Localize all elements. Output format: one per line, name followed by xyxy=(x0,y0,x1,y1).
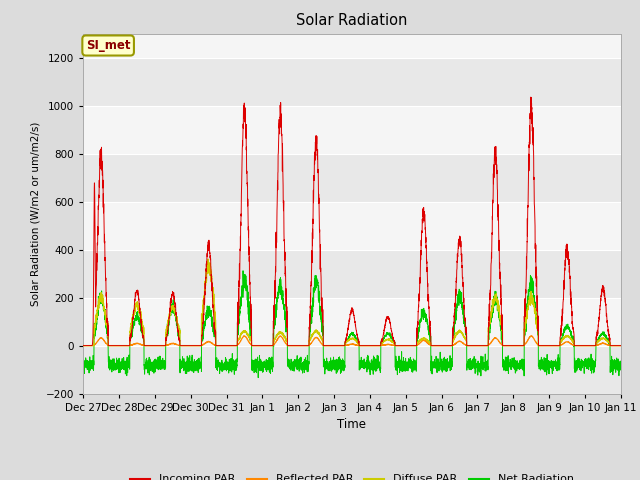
Reflected PAR xyxy=(443,343,451,348)
Diffuse PAR xyxy=(617,343,625,348)
Y-axis label: Solar Radiation (W/m2 or um/m2/s): Solar Radiation (W/m2 or um/m2/s) xyxy=(30,121,40,306)
Net Radiation xyxy=(503,359,511,365)
Line: Diffuse PAR: Diffuse PAR xyxy=(83,259,621,346)
Reflected PAR xyxy=(176,343,184,348)
Net Radiation xyxy=(473,365,481,371)
Net Radiation xyxy=(443,363,451,369)
Bar xyxy=(83,202,621,250)
Net Radiation xyxy=(239,268,247,274)
Incoming PAR xyxy=(176,343,184,348)
Reflected PAR xyxy=(332,343,340,348)
Incoming PAR xyxy=(443,343,451,348)
Net Radiation xyxy=(616,364,624,370)
Reflected PAR xyxy=(503,343,511,348)
Bar xyxy=(83,298,621,346)
X-axis label: Time: Time xyxy=(337,418,367,431)
Incoming PAR xyxy=(503,343,511,348)
Net Radiation xyxy=(79,359,87,364)
Line: Reflected PAR: Reflected PAR xyxy=(83,336,621,346)
Bar xyxy=(83,106,621,154)
Bar xyxy=(83,250,621,298)
Diffuse PAR xyxy=(472,343,480,348)
Diffuse PAR xyxy=(204,256,212,262)
Net Radiation xyxy=(254,375,262,381)
Incoming PAR xyxy=(616,343,624,348)
Bar xyxy=(83,58,621,106)
Reflected PAR xyxy=(527,333,535,339)
Diffuse PAR xyxy=(443,343,451,348)
Line: Incoming PAR: Incoming PAR xyxy=(83,97,621,346)
Bar xyxy=(83,154,621,202)
Text: SI_met: SI_met xyxy=(86,39,131,52)
Diffuse PAR xyxy=(616,343,624,348)
Diffuse PAR xyxy=(79,343,87,348)
Bar xyxy=(83,346,621,394)
Reflected PAR xyxy=(79,343,87,348)
Reflected PAR xyxy=(472,343,480,348)
Incoming PAR xyxy=(617,343,625,348)
Title: Solar Radiation: Solar Radiation xyxy=(296,13,408,28)
Diffuse PAR xyxy=(332,343,340,348)
Line: Net Radiation: Net Radiation xyxy=(83,271,621,378)
Diffuse PAR xyxy=(503,343,511,348)
Incoming PAR xyxy=(79,343,87,348)
Reflected PAR xyxy=(617,343,625,348)
Incoming PAR xyxy=(472,343,480,348)
Reflected PAR xyxy=(616,343,624,348)
Incoming PAR xyxy=(332,343,340,348)
Net Radiation xyxy=(617,362,625,368)
Net Radiation xyxy=(176,333,184,339)
Legend: Incoming PAR, Reflected PAR, Diffuse PAR, Net Radiation: Incoming PAR, Reflected PAR, Diffuse PAR… xyxy=(126,470,578,480)
Net Radiation xyxy=(332,364,340,370)
Diffuse PAR xyxy=(176,327,184,333)
Incoming PAR xyxy=(115,343,123,348)
Incoming PAR xyxy=(527,94,534,100)
